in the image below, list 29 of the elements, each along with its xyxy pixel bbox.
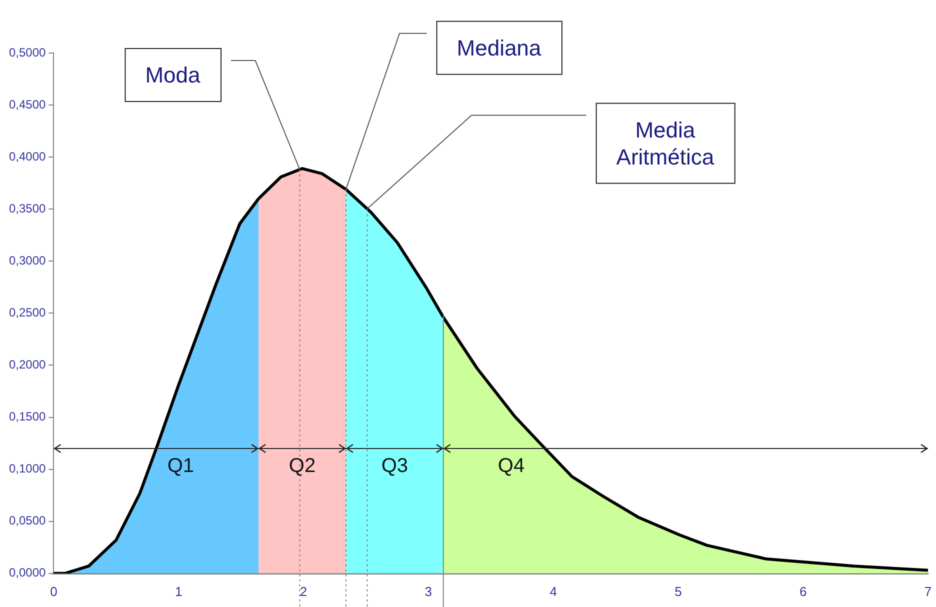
annotation: Moda	[145, 62, 202, 88]
callout: Media Aritmética	[366, 102, 736, 210]
series-label: Q1	[167, 455, 194, 478]
y-tick-label: 0,2000	[9, 358, 46, 372]
callout: Mediana	[345, 20, 562, 190]
y-tick-label: 0,3500	[9, 201, 46, 216]
x-tick-label: 2	[300, 584, 308, 599]
series-label: Q4	[498, 455, 525, 478]
y-tick-label: 0,3000	[9, 253, 46, 268]
series-label: Q2	[288, 455, 316, 478]
x-tick-label: 6	[799, 584, 807, 599]
callout: Moda	[124, 48, 300, 170]
x-tick-label: 0	[50, 584, 58, 599]
x-tick-label: 7	[924, 584, 932, 599]
x-tick-label: 1	[174, 584, 182, 599]
x-tick-label: 3	[424, 584, 432, 599]
y-tick-label: 0,0000	[9, 566, 46, 580]
y-tick-label: 0,2500	[9, 306, 46, 320]
annotation: Mediana	[456, 35, 542, 60]
series-label: Q3	[381, 455, 408, 478]
x-tick-label: 5	[674, 584, 682, 599]
y-tick-label: 0,1500	[9, 410, 46, 424]
y-tick-label: 0,4000	[9, 149, 46, 164]
x-tick-label: 4	[550, 584, 557, 599]
y-tick-label: 0,4500	[9, 97, 46, 112]
y-tick-label: 0,0500	[9, 514, 46, 528]
annotation: Media Aritmética	[616, 117, 715, 170]
y-tick-label: 0,1000	[9, 462, 46, 476]
y-tick-label: 0,5000	[9, 45, 46, 60]
